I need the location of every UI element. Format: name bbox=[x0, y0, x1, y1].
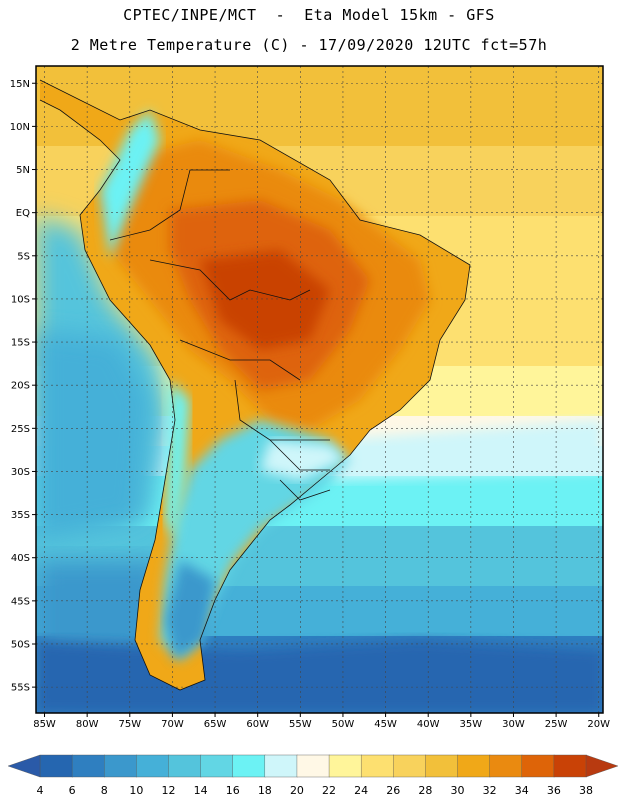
lon-tick-label: 45W bbox=[374, 719, 397, 730]
colorbar-swatch bbox=[425, 754, 459, 778]
colorbar-swatch bbox=[296, 754, 330, 778]
colorbar-swatch bbox=[360, 754, 394, 778]
axis-ticks: 15N 10N 5N EQ 5S 10S 15S 20S 25S 30S 35S 40S 45S 50S 5… bbox=[10, 79, 610, 730]
lon-tick-label: 20W bbox=[587, 719, 610, 730]
lat-tick-label: EQ bbox=[16, 208, 30, 219]
lat-tick-label: 35S bbox=[11, 510, 30, 521]
country-borders bbox=[39, 79, 471, 691]
map-field bbox=[36, 66, 603, 713]
lon-tick-label: 65W bbox=[204, 719, 227, 730]
lon-tick-label: 85W bbox=[33, 719, 56, 730]
colorbar-swatch bbox=[264, 754, 298, 778]
colorbar-swatch bbox=[393, 754, 427, 778]
colorbar-label: 34 bbox=[514, 784, 529, 797]
lon-tick-label: 75W bbox=[118, 719, 141, 730]
lat-tick-label: 30S bbox=[11, 467, 30, 478]
colorbar-label: 18 bbox=[257, 784, 272, 797]
colorbar-label: 22 bbox=[322, 784, 337, 797]
colorbar-swatch bbox=[232, 754, 266, 778]
lat-tick-label: 25S bbox=[11, 424, 30, 435]
colorbar-label: 10 bbox=[129, 784, 144, 797]
lon-tick-label: 50W bbox=[332, 719, 355, 730]
lon-tick-label: 60W bbox=[246, 719, 269, 730]
colorbar-label: 4 bbox=[36, 784, 44, 797]
colorbar-label: 28 bbox=[418, 784, 433, 797]
lon-tick-label: 80W bbox=[76, 719, 99, 730]
lat-tick-label: 15S bbox=[11, 338, 30, 349]
colorbar-label: 20 bbox=[289, 784, 304, 797]
colorbar-swatch bbox=[457, 754, 491, 778]
colorbar-swatch bbox=[104, 754, 138, 778]
colorbar-label: 16 bbox=[225, 784, 240, 797]
colorbar-swatch bbox=[39, 754, 73, 778]
colorbar-label: 26 bbox=[386, 784, 401, 797]
lon-tick-label: 35W bbox=[460, 719, 483, 730]
colorbar-label: 14 bbox=[193, 784, 208, 797]
lat-tick-label: 15N bbox=[10, 79, 30, 90]
title-line-2: 2 Metre Temperature (C) - 17/09/2020 12U… bbox=[70, 36, 548, 54]
lon-tick-label: 55W bbox=[289, 719, 312, 730]
colorbar-label: 38 bbox=[579, 784, 593, 797]
colorbar-swatch bbox=[136, 754, 170, 778]
lat-tick-label: 5N bbox=[16, 165, 30, 176]
lon-tick-label: 70W bbox=[161, 719, 184, 730]
lat-tick-label: 40S bbox=[11, 553, 30, 564]
lon-tick-label: 40W bbox=[417, 719, 440, 730]
lon-tick-label: 30W bbox=[502, 719, 525, 730]
lon-tick-label: 25W bbox=[545, 719, 568, 730]
lat-tick-label: 45S bbox=[11, 596, 30, 607]
colorbar-label: 12 bbox=[161, 784, 176, 797]
colorbar-swatch bbox=[553, 754, 587, 778]
colorbar-label: 36 bbox=[546, 784, 561, 797]
lat-tick-label: 10N bbox=[10, 122, 30, 133]
colorbar-label: 8 bbox=[100, 784, 108, 797]
title-line-1: CPTEC/INPE/MCT - Eta Model 15km - GFS bbox=[123, 6, 495, 24]
colorbar-swatch bbox=[489, 754, 523, 778]
colorbar-swatch bbox=[71, 754, 105, 778]
colorbar-swatch bbox=[200, 754, 234, 778]
colorbar-high-arrow bbox=[585, 754, 618, 778]
lat-tick-label: 5S bbox=[17, 251, 30, 262]
lat-tick-label: 10S bbox=[11, 294, 30, 305]
colorbar-swatch bbox=[168, 754, 202, 778]
colorbar-swatch bbox=[521, 754, 555, 778]
colorbar-low-arrow bbox=[7, 754, 41, 778]
colorbar-swatch bbox=[328, 754, 362, 778]
colorbar-label: 24 bbox=[354, 784, 369, 797]
map-frame bbox=[35, 65, 604, 714]
colorbar-label: 30 bbox=[450, 784, 465, 797]
lat-tick-label: 50S bbox=[11, 639, 30, 650]
colorbar-label: 6 bbox=[68, 784, 76, 797]
lat-tick-label: 55S bbox=[11, 683, 30, 694]
colorbar-label: 32 bbox=[482, 784, 497, 797]
colorbar bbox=[7, 754, 618, 778]
lat-tick-label: 20S bbox=[11, 381, 30, 392]
